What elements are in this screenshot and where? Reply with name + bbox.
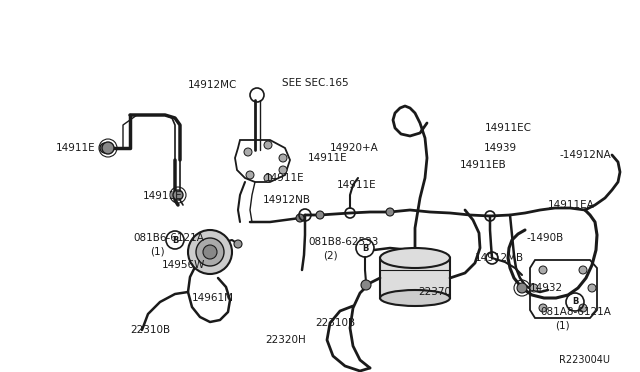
Circle shape xyxy=(361,280,371,290)
Text: 14911E: 14911E xyxy=(308,153,348,163)
Circle shape xyxy=(316,211,324,219)
Text: -1490B: -1490B xyxy=(527,233,564,243)
Circle shape xyxy=(517,283,527,293)
Circle shape xyxy=(244,148,252,156)
Text: 14911E: 14911E xyxy=(56,143,95,153)
Text: 14911E: 14911E xyxy=(337,180,376,190)
Circle shape xyxy=(539,304,547,312)
Text: 14932: 14932 xyxy=(530,283,563,293)
Circle shape xyxy=(234,240,242,248)
Text: 081B8-62533: 081B8-62533 xyxy=(308,237,378,247)
Circle shape xyxy=(188,230,232,274)
Polygon shape xyxy=(380,258,450,298)
Text: 14939: 14939 xyxy=(484,143,517,153)
Circle shape xyxy=(264,174,272,182)
Text: 14911E: 14911E xyxy=(265,173,305,183)
Text: B: B xyxy=(572,298,578,307)
Circle shape xyxy=(203,245,217,259)
Text: 081B6-6121A: 081B6-6121A xyxy=(133,233,204,243)
Text: 14961M: 14961M xyxy=(192,293,234,303)
Circle shape xyxy=(279,154,287,162)
Circle shape xyxy=(173,190,183,200)
Circle shape xyxy=(588,284,596,292)
Text: 14911E: 14911E xyxy=(143,191,182,201)
Text: 081A8-6121A: 081A8-6121A xyxy=(540,307,611,317)
Circle shape xyxy=(264,141,272,149)
Ellipse shape xyxy=(380,248,450,268)
Text: 14920+A: 14920+A xyxy=(330,143,379,153)
Text: (1): (1) xyxy=(150,247,164,257)
Circle shape xyxy=(100,143,110,153)
Circle shape xyxy=(539,266,547,274)
Circle shape xyxy=(530,284,538,292)
Circle shape xyxy=(246,171,254,179)
Ellipse shape xyxy=(380,290,450,306)
Text: 22320H: 22320H xyxy=(265,335,306,345)
Text: 22370: 22370 xyxy=(418,287,451,297)
Circle shape xyxy=(386,208,394,216)
Text: 14911EC: 14911EC xyxy=(485,123,532,133)
Text: 14912MC: 14912MC xyxy=(188,80,237,90)
Circle shape xyxy=(196,238,224,266)
Text: 14911EB: 14911EB xyxy=(460,160,507,170)
Circle shape xyxy=(279,166,287,174)
Text: B: B xyxy=(172,235,178,244)
Text: (2): (2) xyxy=(323,251,338,261)
Text: 22310B: 22310B xyxy=(130,325,170,335)
Text: 14912NB: 14912NB xyxy=(263,195,311,205)
Text: (1): (1) xyxy=(555,321,570,331)
Circle shape xyxy=(296,214,304,222)
Text: SEE SEC.165: SEE SEC.165 xyxy=(282,78,349,88)
Text: R223004U: R223004U xyxy=(559,355,610,365)
Circle shape xyxy=(579,304,587,312)
Circle shape xyxy=(102,142,114,154)
Text: 14956W: 14956W xyxy=(162,260,205,270)
Text: 22310B: 22310B xyxy=(315,318,355,328)
Circle shape xyxy=(579,266,587,274)
Text: 14912MB: 14912MB xyxy=(475,253,524,263)
Text: -14912NA: -14912NA xyxy=(560,150,612,160)
Text: 14911EA: 14911EA xyxy=(548,200,595,210)
Text: B: B xyxy=(362,244,368,253)
